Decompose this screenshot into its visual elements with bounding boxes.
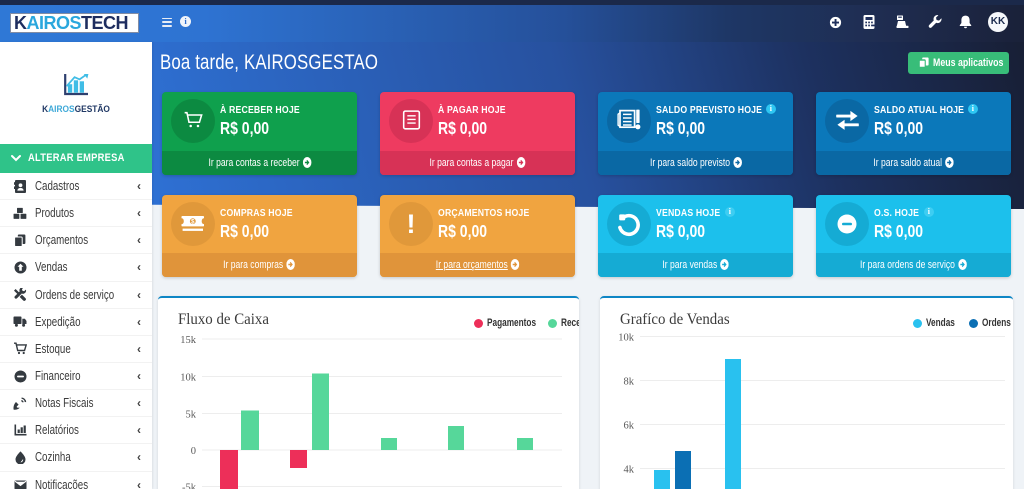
svg-text:15k: 15k (180, 335, 197, 346)
svg-text:-5k: -5k (182, 483, 197, 489)
svg-text:8k: 8k (624, 377, 635, 388)
svg-text:10k: 10k (618, 333, 635, 344)
svg-text:$: $ (191, 219, 195, 225)
svg-text:10k: 10k (180, 373, 197, 384)
svg-text:4k: 4k (624, 465, 635, 476)
svg-text:0: 0 (191, 446, 196, 457)
svg-text:5k: 5k (186, 410, 197, 421)
svg-text:6k: 6k (624, 421, 635, 432)
